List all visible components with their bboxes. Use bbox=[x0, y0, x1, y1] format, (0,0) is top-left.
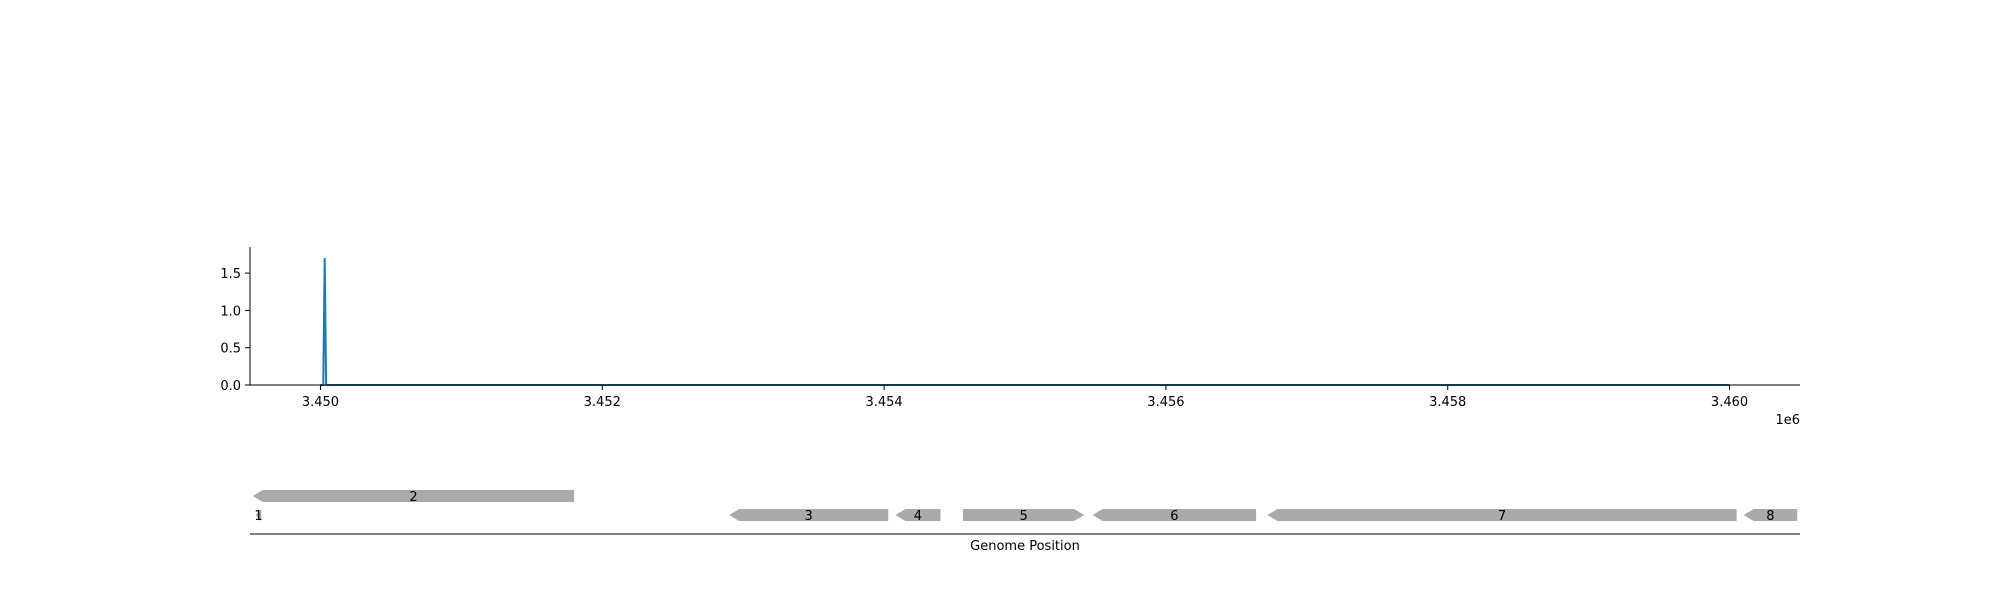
gene-layer: 1 2 3 4 5 6 7 8 bbox=[252, 490, 1798, 524]
gene-arrow bbox=[252, 490, 575, 502]
gene-arrow bbox=[255, 509, 262, 521]
gene-arrow bbox=[1267, 509, 1737, 521]
gene-label: 6 bbox=[1170, 509, 1178, 524]
y-tick-label: 0.0 bbox=[220, 379, 241, 394]
gene-track-xlabel: Genome Position bbox=[970, 539, 1080, 554]
gene-arrow bbox=[1743, 509, 1798, 521]
gene-arrow bbox=[1092, 509, 1257, 521]
coverage-plot: 0.00.51.01.5 3.450 3.452 3.454 3.456 3.458 3.… bbox=[220, 247, 1800, 428]
gene-arrow bbox=[729, 509, 889, 521]
gene-label: 3 bbox=[805, 509, 813, 524]
gene-label: 8 bbox=[1766, 509, 1774, 524]
gene-label: 5 bbox=[1019, 509, 1027, 524]
x-tick-label: 3.460 bbox=[1711, 395, 1748, 410]
gene-label: 4 bbox=[914, 509, 922, 524]
x-tick-label: 3.458 bbox=[1429, 395, 1466, 410]
x-offset-label: 1e6 bbox=[1775, 413, 1800, 428]
y-tick-label: 1.0 bbox=[220, 304, 241, 319]
gene-arrow bbox=[963, 509, 1085, 521]
gene-arrow bbox=[895, 509, 941, 521]
coverage-line bbox=[320, 258, 1730, 386]
coverage-line-layer bbox=[320, 258, 1730, 386]
x-tick-label: 3.452 bbox=[584, 395, 621, 410]
x-tick-label: 3.450 bbox=[302, 395, 339, 410]
gene-label: 7 bbox=[1498, 509, 1506, 524]
gene-label: 2 bbox=[409, 490, 417, 505]
y-tick-label: 0.5 bbox=[220, 342, 241, 357]
x-tick-label: 3.456 bbox=[1147, 395, 1184, 410]
gene-track: 1 2 3 4 5 6 7 8 Genome Position bbox=[250, 490, 1800, 554]
gene-label: 1 bbox=[254, 509, 262, 524]
x-ticks: 3.450 3.452 3.454 3.456 3.458 3.460 bbox=[302, 385, 1748, 410]
y-ticks: 0.0 0.5 1.0 1.5 bbox=[220, 267, 250, 394]
x-tick-label: 3.454 bbox=[865, 395, 902, 410]
y-tick-label: 1.5 bbox=[220, 267, 241, 282]
